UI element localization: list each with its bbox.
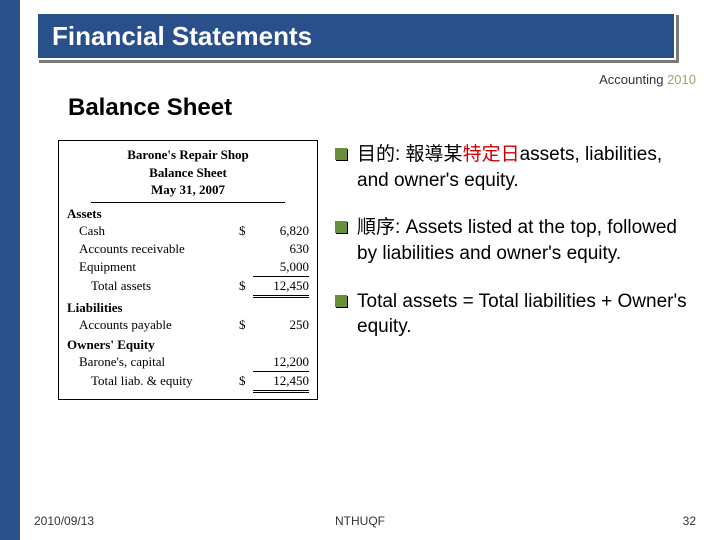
bs-cash-label: Cash (67, 222, 239, 240)
b2-rest: : Assets listed at the top, followed by … (357, 217, 677, 264)
slide-title: Financial Statements (36, 12, 676, 60)
bs-totle-label: Total liab. & equity (67, 372, 239, 390)
accent-bar (0, 0, 20, 540)
b1-highlight: 特定日 (463, 144, 520, 165)
bullet-list: 目的: 報導某特定日assets, liabilities, and owner… (335, 142, 695, 362)
bs-equip-val: 5,000 (253, 258, 309, 277)
course-name: Accounting (599, 72, 663, 87)
bullet-2: 順序: Assets listed at the top, followed b… (335, 215, 695, 266)
slide-title-text: Financial Statements (52, 21, 312, 52)
bullet-1-text: 目的: 報導某特定日assets, liabilities, and owner… (357, 142, 695, 193)
bs-liab-header: Liabilities (67, 300, 309, 316)
bs-equip-label: Equipment (67, 258, 239, 276)
bs-oe-header: Owners' Equity (67, 337, 309, 353)
bs-capital-val: 12,200 (253, 353, 309, 372)
bullet-marker-icon (335, 221, 347, 233)
bs-ap-label: Accounts payable (67, 316, 239, 334)
bullet-2-text: 順序: Assets listed at the top, followed b… (357, 215, 695, 266)
section-subtitle: Balance Sheet (68, 94, 232, 122)
bs-row-ap: Accounts payable $ 250 (67, 316, 309, 334)
bs-capital-label: Barone's, capital (67, 353, 239, 371)
footer-page-number: 32 (683, 514, 696, 528)
bs-cash-cur: $ (239, 222, 253, 240)
bs-row-total-le: Total liab. & equity $ 12,450 (67, 372, 309, 393)
bs-ap-cur: $ (239, 316, 253, 334)
bullet-1: 目的: 報導某特定日assets, liabilities, and owner… (335, 142, 695, 193)
bs-row-cash: Cash $ 6,820 (67, 222, 309, 240)
slide: Financial Statements Accounting 2010 Bal… (0, 0, 720, 540)
b2-prefix: 順序 (357, 217, 395, 238)
bs-ap-val: 250 (253, 316, 309, 334)
bs-row-capital: Barone's, capital 12,200 (67, 353, 309, 372)
bs-ar-label: Accounts receivable (67, 240, 239, 258)
bs-totassets-label: Total assets (67, 277, 239, 295)
bullet-3: Total assets = Total liabilities + Owner… (335, 289, 695, 340)
bs-company: Barone's Repair Shop (67, 146, 309, 164)
bs-row-total-assets: Total assets $ 12,450 (67, 277, 309, 298)
footer-source: NTHUQF (0, 514, 720, 528)
b1-prefix: 目的: 報導某 (357, 144, 463, 165)
bs-totassets-cur: $ (239, 277, 253, 295)
bs-assets-header: Assets (67, 206, 309, 222)
balance-sheet-table: Barone's Repair Shop Balance Sheet May 3… (58, 140, 318, 400)
bs-totle-val: 12,450 (253, 372, 309, 393)
course-label: Accounting 2010 (599, 72, 696, 87)
bs-rule (91, 202, 285, 203)
bs-totle-cur: $ (239, 372, 253, 390)
bs-statement: Balance Sheet (67, 164, 309, 182)
bullet-3-text: Total assets = Total liabilities + Owner… (357, 289, 695, 340)
bs-totassets-val: 12,450 (253, 277, 309, 298)
bs-ar-val: 630 (253, 240, 309, 258)
bs-row-equip: Equipment 5,000 (67, 258, 309, 277)
bullet-marker-icon (335, 148, 347, 160)
bs-cash-val: 6,820 (253, 222, 309, 240)
bs-date: May 31, 2007 (67, 181, 309, 199)
bs-row-ar: Accounts receivable 630 (67, 240, 309, 258)
bullet-marker-icon (335, 295, 347, 307)
course-year: 2010 (667, 72, 696, 87)
